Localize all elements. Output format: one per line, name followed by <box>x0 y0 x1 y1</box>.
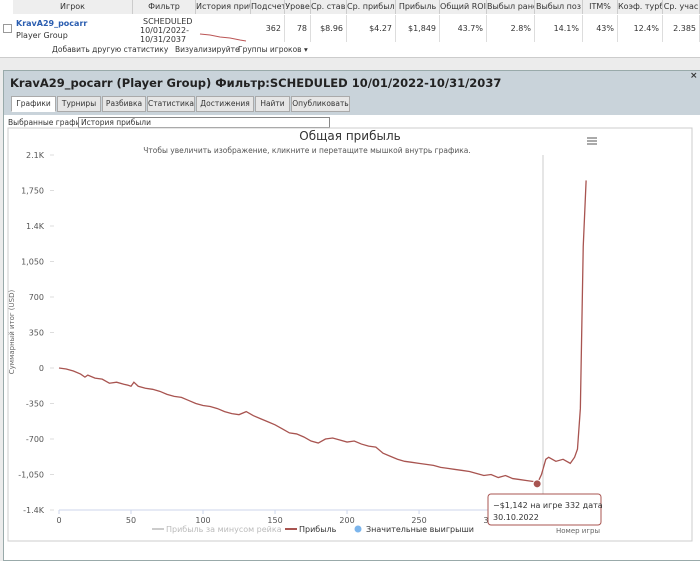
line <box>58 180 587 485</box>
dialog-title: KravA29_pocarr (Player Group) Фильтр:SCH… <box>10 76 502 90</box>
chart-title: Общая прибыль <box>299 129 400 143</box>
filter-text: SCHEDULED <box>143 17 193 26</box>
column-header: Ср. прибыль <box>347 0 396 14</box>
chart-frame <box>7 127 693 542</box>
sparkline <box>199 33 247 42</box>
y-tick-label: 0 <box>39 364 44 373</box>
legend-symbol <box>354 525 362 533</box>
table-cell: 78 <box>285 15 311 42</box>
y-tick-label: -1.4K <box>23 506 45 515</box>
player-name: KravA29_pocarr <box>16 19 88 28</box>
table-cell: $4.27 <box>347 15 396 42</box>
y-tick-label: 350 <box>29 329 44 338</box>
tab[interactable]: Статистика <box>147 96 195 112</box>
y-tick-label: -1,050 <box>18 471 44 480</box>
table-cell: 362 <box>251 15 285 42</box>
table-cell: 14.1% <box>535 15 583 42</box>
tab[interactable]: Графики <box>11 96 56 112</box>
column-header: История приб <box>196 0 251 14</box>
table-cell: $8.96 <box>311 15 347 42</box>
column-header: Ср. ставк <box>311 0 347 14</box>
highlight-point <box>532 479 542 489</box>
tooltip-text: 30.10.2022 <box>493 513 539 522</box>
chart-subtitle: Чтобы увеличить изображение, кликните и … <box>143 146 471 155</box>
x-tick-label: 250 <box>411 516 426 525</box>
column-header: Выбыл рано <box>487 0 535 14</box>
legend-item[interactable]: Значительные выигрыши <box>366 525 474 534</box>
table-cell: 43.7% <box>440 15 487 42</box>
close[interactable]: × <box>690 71 698 81</box>
x-tick-label: 50 <box>126 516 136 525</box>
x-tick-label: 100 <box>195 516 210 525</box>
checkbox <box>3 24 12 33</box>
select-label: Выбранные графики: <box>8 118 93 127</box>
tab[interactable]: Опубликовать <box>291 96 350 112</box>
table-cell: 2.8% <box>487 15 535 42</box>
tooltip-text: −$1,142 на игре 332 дата <box>493 501 603 510</box>
table-cell: 12.4% <box>618 15 663 42</box>
y-tick-label: 1,050 <box>21 258 44 267</box>
x-tick-label: 150 <box>267 516 282 525</box>
y-tick-label: 2.1K <box>26 151 45 160</box>
menu-icon[interactable] <box>587 137 597 145</box>
column-header: Выбыл поз <box>535 0 583 14</box>
x-tick-label: 0 <box>56 516 61 525</box>
column-header: Урове <box>285 0 311 14</box>
table-cell: $1,849 <box>396 15 440 42</box>
table-cell: 2.385 <box>663 15 700 42</box>
y-tick-label: 1.4K <box>26 222 45 231</box>
legend-item[interactable]: Прибыль за минусом рейка <box>166 525 282 534</box>
column-header: Игрок <box>13 0 133 14</box>
column-header: Коэф. турб <box>618 0 663 14</box>
toolbar-item[interactable]: Визуализируйте <box>175 45 240 54</box>
x-tick-label: 200 <box>339 516 354 525</box>
tab[interactable]: Разбивка <box>102 96 146 112</box>
table-cell: 43% <box>583 15 618 42</box>
tab[interactable]: Достижения <box>196 96 254 112</box>
y-tick-label: -700 <box>26 435 44 444</box>
column-header: ITM% <box>583 0 618 14</box>
toolbar-item[interactable]: Добавить другую статистику <box>52 45 169 54</box>
column-header: Общий ROI <box>440 0 487 14</box>
filter-text: 10/01/2022- <box>140 26 189 35</box>
tooltip <box>487 493 602 526</box>
column-header: Подсчет <box>251 0 285 14</box>
toolbar-item[interactable]: Группы игроков ▾ <box>238 45 308 54</box>
y-axis-label: Суммарный итог (USD) <box>8 290 16 375</box>
tab[interactable]: Турниры <box>57 96 101 112</box>
legend-item[interactable]: Прибыль <box>299 525 337 534</box>
y-tick-label: 700 <box>29 293 44 302</box>
column-header: Ср. учас <box>663 0 700 14</box>
player-group: Player Group <box>16 31 68 40</box>
filter-text: 10/31/2037 <box>140 35 187 44</box>
tab[interactable]: Найти <box>255 96 290 112</box>
y-tick-label: 1,750 <box>21 187 44 196</box>
x-axis-label: Номер игры <box>556 527 600 535</box>
column-header: Фильтр <box>133 0 196 14</box>
column-header: Прибыль <box>396 0 440 14</box>
y-tick-label: -350 <box>26 400 44 409</box>
